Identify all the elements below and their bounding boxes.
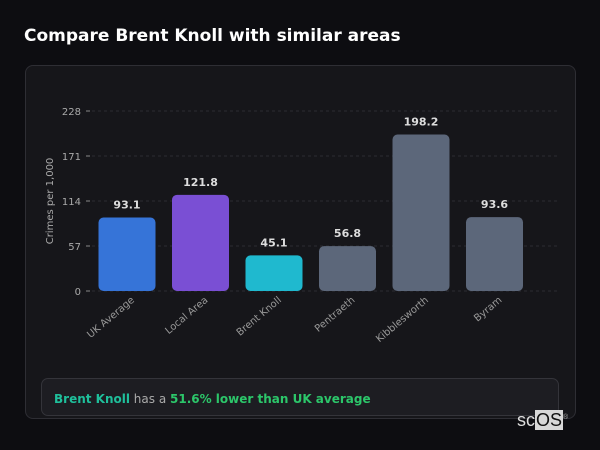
logo-text-box: OS bbox=[535, 410, 564, 430]
bar[interactable] bbox=[319, 246, 376, 291]
data-label: 56.8 bbox=[334, 227, 361, 240]
logo: scOS® bbox=[517, 410, 569, 430]
data-label: 45.1 bbox=[260, 236, 287, 249]
x-tick-label: Pentraeth bbox=[313, 295, 357, 335]
bar[interactable] bbox=[172, 194, 229, 291]
logo-text: sc bbox=[517, 410, 535, 430]
x-tick-label: UK Average bbox=[85, 295, 137, 341]
bar[interactable] bbox=[98, 217, 156, 292]
bar[interactable] bbox=[392, 134, 450, 291]
bar[interactable] bbox=[466, 217, 523, 291]
summary-place: Brent Knoll bbox=[54, 392, 130, 406]
x-tick-label: Brent Knoll bbox=[235, 295, 284, 339]
y-tick-label: 228 bbox=[62, 107, 81, 118]
data-label: 93.1 bbox=[113, 199, 140, 212]
y-tick-label: 0 bbox=[75, 287, 81, 298]
x-tick-label: Byram bbox=[472, 295, 504, 324]
summary-middle: has a bbox=[129, 392, 170, 406]
y-tick-label: 57 bbox=[68, 242, 81, 253]
y-axis-label: Crimes per 1,000 bbox=[45, 158, 56, 245]
data-label: 121.8 bbox=[183, 176, 218, 189]
x-tick-label: Kibblesworth bbox=[374, 295, 431, 345]
y-tick-label: 114 bbox=[62, 197, 81, 208]
y-tick-label: 171 bbox=[62, 152, 81, 163]
x-tick-label: Local Area bbox=[163, 295, 210, 337]
page-title: Compare Brent Knoll with similar areas bbox=[24, 26, 401, 46]
summary-box: Brent Knoll has a 51.6% lower than UK av… bbox=[41, 378, 559, 416]
bar[interactable] bbox=[245, 255, 303, 291]
data-label: 93.6 bbox=[481, 198, 508, 211]
summary-stat: 51.6% lower than UK average bbox=[170, 392, 371, 406]
data-label: 198.2 bbox=[404, 116, 439, 129]
